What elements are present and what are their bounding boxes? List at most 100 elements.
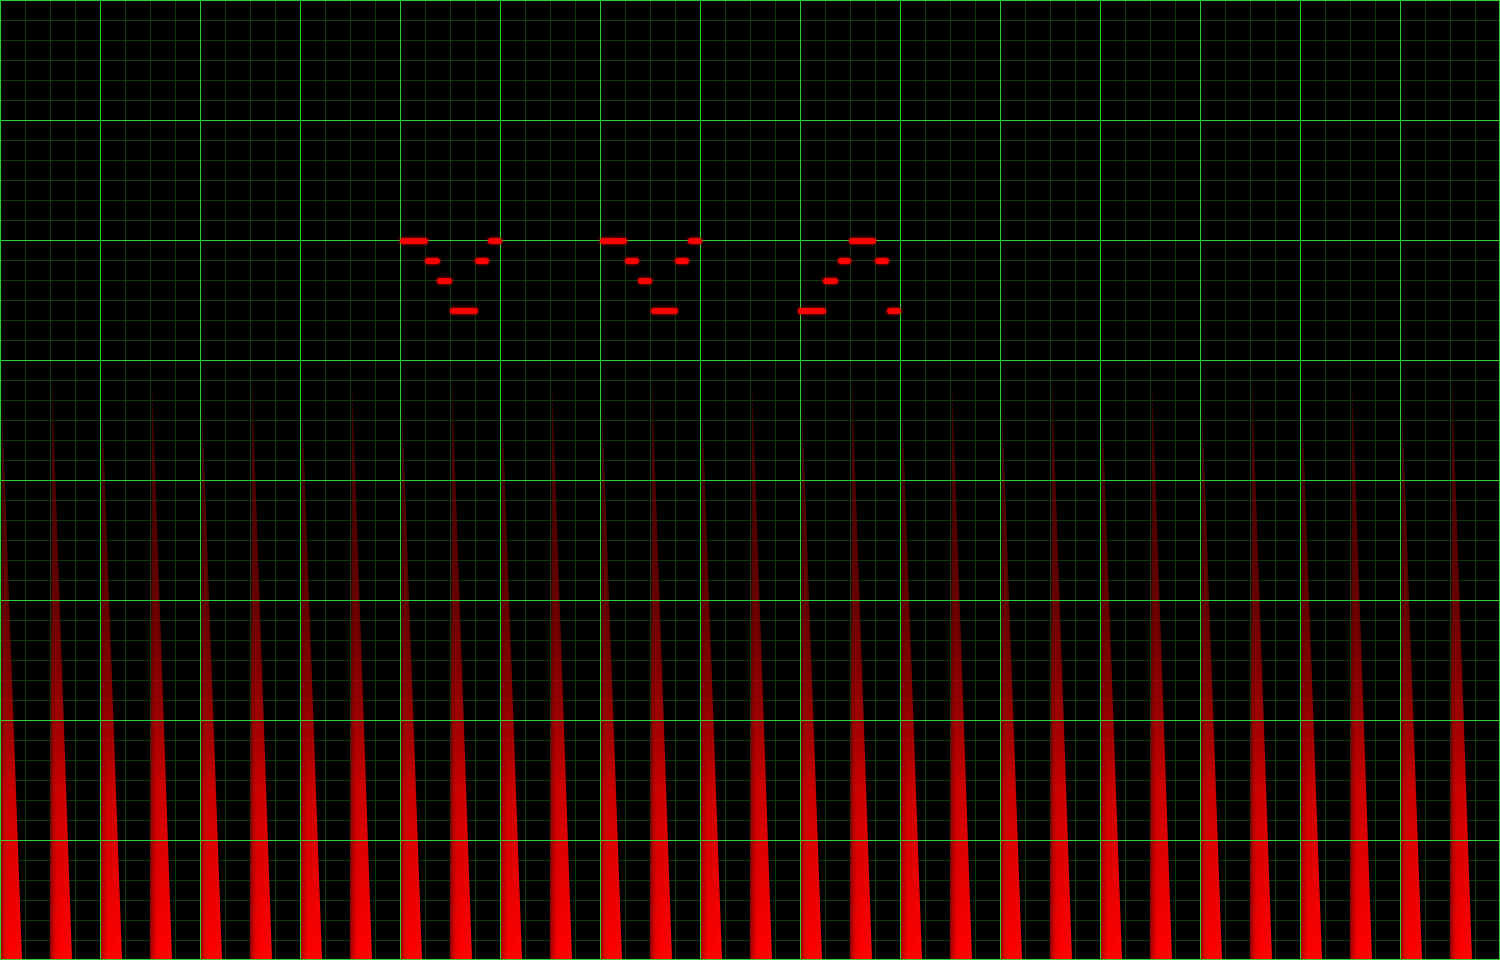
note-dash xyxy=(886,307,902,315)
note-dash xyxy=(874,257,890,265)
note-body xyxy=(838,258,851,264)
spike-shade xyxy=(1050,380,1072,960)
spike xyxy=(50,380,72,960)
spike xyxy=(0,400,22,960)
spike-shade xyxy=(650,380,672,960)
spike xyxy=(1400,400,1422,960)
spike-shade xyxy=(250,380,272,960)
note-body xyxy=(651,308,678,314)
spike xyxy=(100,400,122,960)
note-body xyxy=(437,278,452,284)
note-dash xyxy=(674,257,690,265)
note-body xyxy=(638,278,652,284)
note-dash xyxy=(650,307,679,315)
note-body xyxy=(450,308,478,314)
spike-shade xyxy=(400,400,422,960)
note-dash xyxy=(848,237,877,245)
note-dash xyxy=(599,237,628,245)
spike xyxy=(1450,380,1472,960)
spike xyxy=(300,400,322,960)
note-dash xyxy=(399,237,429,245)
spike-shade xyxy=(300,400,322,960)
spike xyxy=(1000,400,1022,960)
spike xyxy=(1300,400,1322,960)
note-body xyxy=(425,258,440,264)
spike xyxy=(1150,380,1172,960)
note-body xyxy=(887,308,901,314)
note-body xyxy=(488,238,502,244)
note-group-3 xyxy=(797,237,902,315)
spike-shade xyxy=(1150,380,1172,960)
note-dash xyxy=(637,277,653,285)
spike-shade xyxy=(100,400,122,960)
note-body xyxy=(400,238,428,244)
spike xyxy=(450,380,472,960)
spike-shade xyxy=(1100,400,1122,960)
spike-shade xyxy=(200,400,222,960)
spike-shade xyxy=(1450,380,1472,960)
spike-field xyxy=(0,380,1472,960)
spike-shade xyxy=(1300,400,1322,960)
note-body xyxy=(475,258,489,264)
spike xyxy=(600,400,622,960)
spike xyxy=(750,380,772,960)
note-body xyxy=(849,238,876,244)
spike xyxy=(200,400,222,960)
note-dash xyxy=(837,257,852,265)
spike-shade xyxy=(950,380,972,960)
note-body xyxy=(798,308,826,314)
note-dash xyxy=(822,277,839,285)
spike xyxy=(1200,400,1222,960)
spike-shade xyxy=(600,400,622,960)
spike xyxy=(250,380,272,960)
note-dash xyxy=(487,237,503,245)
note-dash xyxy=(436,277,453,285)
spike xyxy=(1100,400,1122,960)
spike xyxy=(150,380,172,960)
spike-shade xyxy=(350,380,372,960)
note-group-2 xyxy=(599,237,703,315)
note-dash xyxy=(624,257,640,265)
note-dash xyxy=(424,257,441,265)
spike-shade xyxy=(800,400,822,960)
spike xyxy=(850,380,872,960)
spike xyxy=(400,400,422,960)
note-body xyxy=(875,258,889,264)
spike-shade xyxy=(750,380,772,960)
spike xyxy=(500,400,522,960)
note-body xyxy=(823,278,838,284)
spike xyxy=(650,380,672,960)
spike-shade xyxy=(550,380,572,960)
note-body xyxy=(688,238,702,244)
note-body xyxy=(625,258,639,264)
spike xyxy=(700,400,722,960)
note-body xyxy=(600,238,627,244)
spike-shade xyxy=(1200,400,1222,960)
spike xyxy=(1250,380,1272,960)
spike-shade xyxy=(500,400,522,960)
note-dash xyxy=(687,237,703,245)
note-dash xyxy=(797,307,827,315)
note-field xyxy=(399,237,902,315)
spike-shade xyxy=(850,380,872,960)
note-group-1 xyxy=(399,237,503,315)
spike xyxy=(350,380,372,960)
spike-shade xyxy=(1350,380,1372,960)
spike-shade xyxy=(150,380,172,960)
spike-shade xyxy=(900,400,922,960)
spike-shade xyxy=(450,380,472,960)
spike-shade xyxy=(1400,400,1422,960)
note-body xyxy=(675,258,689,264)
note-dash xyxy=(449,307,479,315)
spike xyxy=(1350,380,1372,960)
spike xyxy=(900,400,922,960)
spike-shade xyxy=(1250,380,1272,960)
spike xyxy=(800,400,822,960)
spike-shade xyxy=(1000,400,1022,960)
note-dash xyxy=(474,257,490,265)
spike xyxy=(1050,380,1072,960)
spike-shade xyxy=(50,380,72,960)
